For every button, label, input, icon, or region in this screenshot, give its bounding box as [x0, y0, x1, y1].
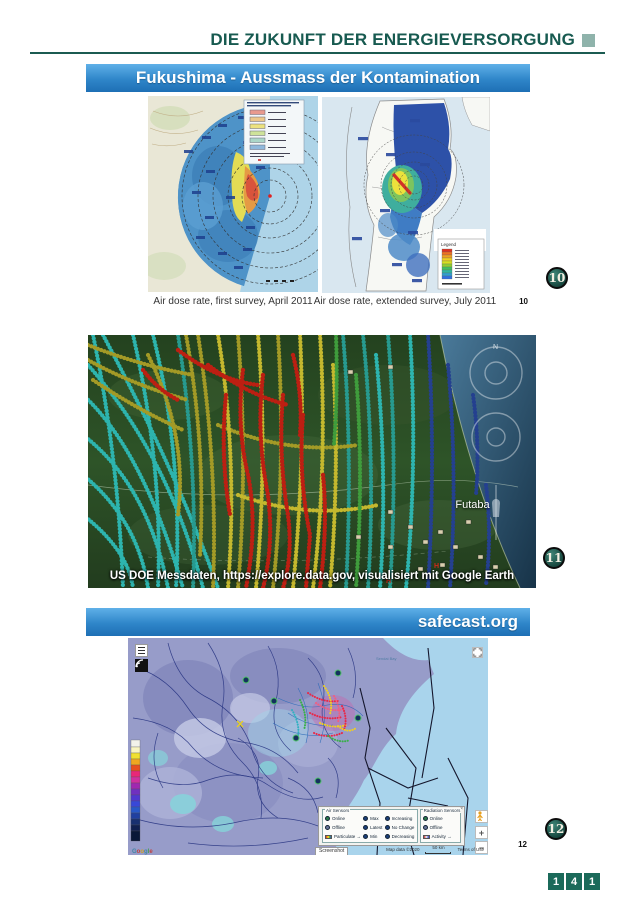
- min-icon: [363, 834, 369, 839]
- activity-scale-icon: [422, 834, 430, 839]
- header-square-icon: [582, 33, 595, 47]
- legend-label: Max: [370, 816, 379, 821]
- header-rule: [30, 52, 605, 54]
- figure2-caption: US DOE Messdaten, https://explore.data.g…: [109, 570, 515, 582]
- slide-number-12: 12: [518, 840, 527, 849]
- online-icon: [422, 816, 428, 821]
- air-sensors-legend: Air Sensors Online Offline Particulate →…: [322, 808, 418, 843]
- svg-text:N: N: [493, 344, 498, 351]
- offline-icon: [325, 825, 330, 830]
- legend-label: Offline: [332, 825, 345, 830]
- page-number-footer: 1 4 1: [548, 873, 600, 890]
- legend-label: Latest: [370, 825, 383, 830]
- offline-icon: [422, 825, 428, 830]
- rss-icon: [135, 659, 144, 668]
- page-title: DIE ZUKUNFT DER ENERGIEVERSORGUNG: [210, 30, 575, 49]
- pegman-icon: [477, 811, 483, 821]
- legend-panel: × Air Sensors Online Offline Particulate…: [318, 806, 465, 846]
- ge-hospital-marks: H H: [386, 563, 439, 585]
- max-icon: [363, 816, 369, 821]
- increasing-icon: [384, 816, 390, 821]
- zoom-out-button[interactable]: −: [475, 841, 488, 854]
- radiation-sensors-title: Radiation Sensors: [422, 808, 462, 813]
- map-april-2011: [142, 96, 359, 292]
- figure3-title: safecast.org: [417, 612, 518, 631]
- particulate-scale-icon: [325, 834, 332, 839]
- google-earth-figure: H H N Futaba US DOE Messdaten, https://e…: [88, 335, 536, 588]
- svg-text:Sendai Bay: Sendai Bay: [376, 656, 396, 661]
- fullscreen-icon: [473, 648, 482, 657]
- legend-label: Decreasing: [391, 834, 415, 839]
- slide-number-10: 10: [519, 297, 528, 306]
- svg-text:H: H: [434, 563, 439, 570]
- online-icon: [325, 816, 330, 821]
- legend-label: Min: [370, 834, 378, 839]
- color-scale: [130, 739, 141, 842]
- map-april-2011-graphic: [142, 96, 359, 292]
- badge-11: 11: [543, 547, 565, 569]
- legend-label: Increasing: [391, 816, 413, 821]
- safecast-map: Sendai Bay Google: [128, 638, 488, 855]
- page-header: DIE ZUKUNFT DER ENERGIEVERSORGUNG: [210, 30, 595, 50]
- scale-label: 50 km: [432, 845, 445, 850]
- screenshot-tab[interactable]: Screenshot: [315, 847, 349, 855]
- figure1-title: Fukushima - Aussmass der Kontamination: [135, 68, 481, 87]
- map-july-2011: Legend: [322, 96, 491, 293]
- legend-label: Online: [429, 816, 443, 821]
- page-digit: 1: [548, 873, 564, 890]
- decreasing-icon: [384, 834, 390, 839]
- map-july-caption: Air dose rate, extended survey, July 201…: [313, 296, 497, 307]
- legend-label: Activity →: [431, 834, 452, 839]
- svg-text:H: H: [386, 578, 391, 585]
- fullscreen-button[interactable]: [472, 647, 483, 658]
- place-label-futaba: Futaba: [455, 499, 490, 512]
- map-july-2011-graphic: Legend: [322, 96, 491, 293]
- pegman-button[interactable]: [475, 810, 488, 823]
- map-april-caption: Air dose rate, first survey, April 2011: [153, 296, 313, 307]
- map-july-legend-title: Legend: [441, 242, 457, 247]
- zoom-in-button[interactable]: +: [475, 826, 488, 839]
- menu-button[interactable]: [135, 644, 148, 657]
- figure1-title-bar: Fukushima - Aussmass der Kontamination: [86, 64, 530, 92]
- scale-bar: [425, 852, 452, 854]
- badge-10: 10: [546, 267, 568, 289]
- legend-close-icon[interactable]: ×: [460, 806, 463, 812]
- legend-label: Particulate →: [334, 834, 362, 839]
- figure3-title-bar: safecast.org: [86, 608, 530, 636]
- latest-icon: [363, 825, 369, 830]
- radiation-sensors-legend: Radiation Sensors Online Offline Activit…: [419, 808, 462, 843]
- air-sensors-title: Air Sensors: [325, 808, 351, 813]
- no-change-icon: [384, 825, 390, 830]
- google-earth-graphic: H H N: [88, 335, 536, 588]
- terms-link[interactable]: Terms of Use: [457, 847, 484, 852]
- google-logo: Google: [132, 849, 153, 855]
- attribution-text: Map data ©2020: [386, 847, 420, 852]
- map-attribution: Map data ©2020 50 km Terms of Use: [386, 845, 484, 854]
- legend-label: Online: [332, 816, 346, 821]
- legend-label: No Change: [391, 825, 415, 830]
- page-digit: 1: [584, 873, 600, 890]
- badge-12: 12: [545, 818, 567, 840]
- rss-button[interactable]: [135, 659, 148, 672]
- legend-label: Offline: [429, 825, 443, 830]
- page-digit: 4: [566, 873, 582, 890]
